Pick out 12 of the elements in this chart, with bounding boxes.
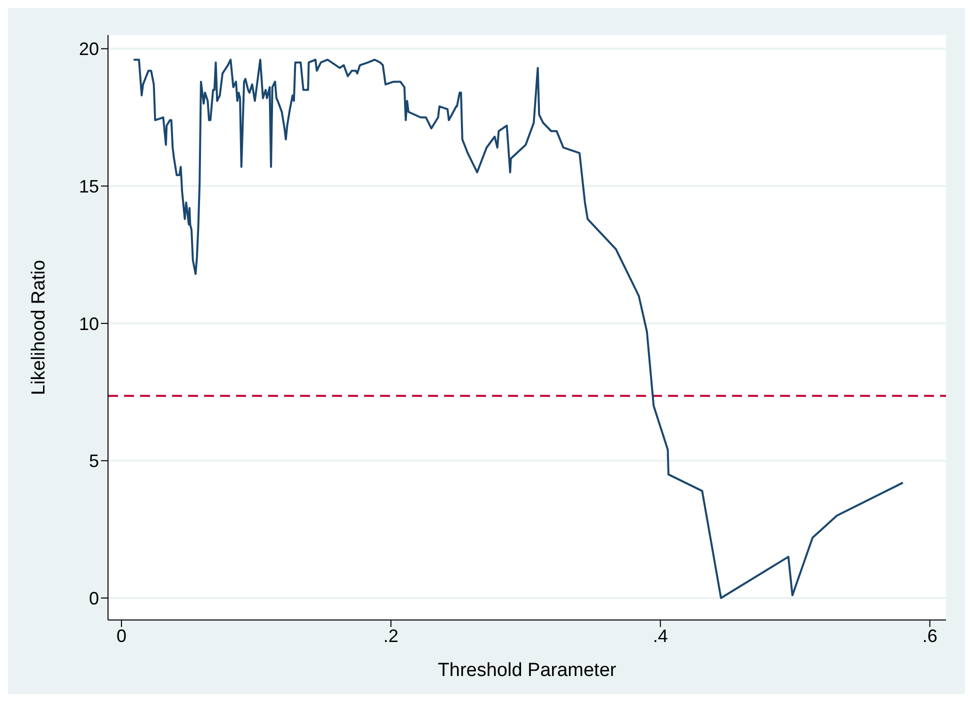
x-tick-label: .2 [383, 626, 398, 646]
x-tick-label: 0 [116, 626, 126, 646]
y-tick-label: 0 [88, 588, 99, 608]
x-tick-label: .6 [922, 626, 938, 646]
x-axis-title: Threshold Parameter [438, 660, 617, 681]
y-tick-label: 15 [78, 176, 99, 196]
line-series [132, 58, 904, 600]
y-tick-label: 20 [78, 39, 99, 60]
y-axis-title: Likelihood Ratio [28, 260, 50, 396]
y-tick-label: 5 [88, 451, 99, 472]
y-tick-label: 10 [78, 314, 99, 334]
x-tick-label: .4 [652, 626, 668, 646]
